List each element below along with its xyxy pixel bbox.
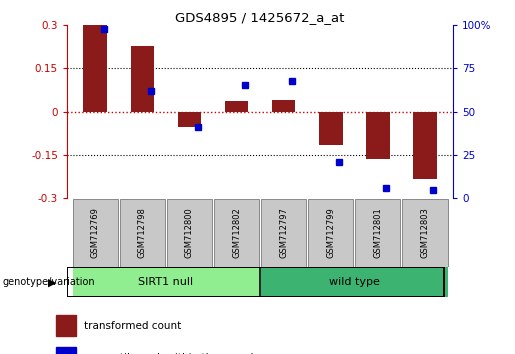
Bar	[56, 315, 76, 336]
Text: GSM712800: GSM712800	[185, 207, 194, 258]
FancyBboxPatch shape	[214, 199, 259, 267]
Bar	[366, 112, 390, 159]
FancyBboxPatch shape	[73, 267, 259, 297]
Bar	[272, 100, 296, 112]
Bar	[413, 112, 437, 179]
Text: ▶: ▶	[48, 277, 57, 287]
Bar	[130, 46, 154, 112]
Bar	[83, 25, 107, 112]
Text: transformed count: transformed count	[83, 321, 181, 331]
Bar	[56, 347, 76, 354]
Text: percentile rank within the sample: percentile rank within the sample	[83, 353, 260, 354]
FancyBboxPatch shape	[167, 199, 212, 267]
FancyBboxPatch shape	[355, 199, 401, 267]
Text: GSM712769: GSM712769	[91, 207, 100, 258]
Text: GSM712797: GSM712797	[279, 207, 288, 258]
Text: wild type: wild type	[329, 277, 380, 287]
Text: GSM712801: GSM712801	[373, 207, 382, 258]
FancyBboxPatch shape	[261, 267, 448, 297]
Text: GSM712803: GSM712803	[420, 207, 430, 258]
FancyBboxPatch shape	[119, 199, 165, 267]
Text: GSM712799: GSM712799	[326, 207, 335, 258]
FancyBboxPatch shape	[308, 199, 353, 267]
Text: GSM712798: GSM712798	[138, 207, 147, 258]
Bar	[319, 112, 342, 145]
Text: SIRT1 null: SIRT1 null	[139, 277, 194, 287]
FancyBboxPatch shape	[73, 199, 118, 267]
Bar	[178, 112, 201, 127]
FancyBboxPatch shape	[402, 199, 448, 267]
Text: GSM712802: GSM712802	[232, 207, 241, 258]
Title: GDS4895 / 1425672_a_at: GDS4895 / 1425672_a_at	[176, 11, 345, 24]
Text: genotype/variation: genotype/variation	[3, 277, 95, 287]
Bar	[225, 101, 248, 112]
FancyBboxPatch shape	[261, 199, 306, 267]
